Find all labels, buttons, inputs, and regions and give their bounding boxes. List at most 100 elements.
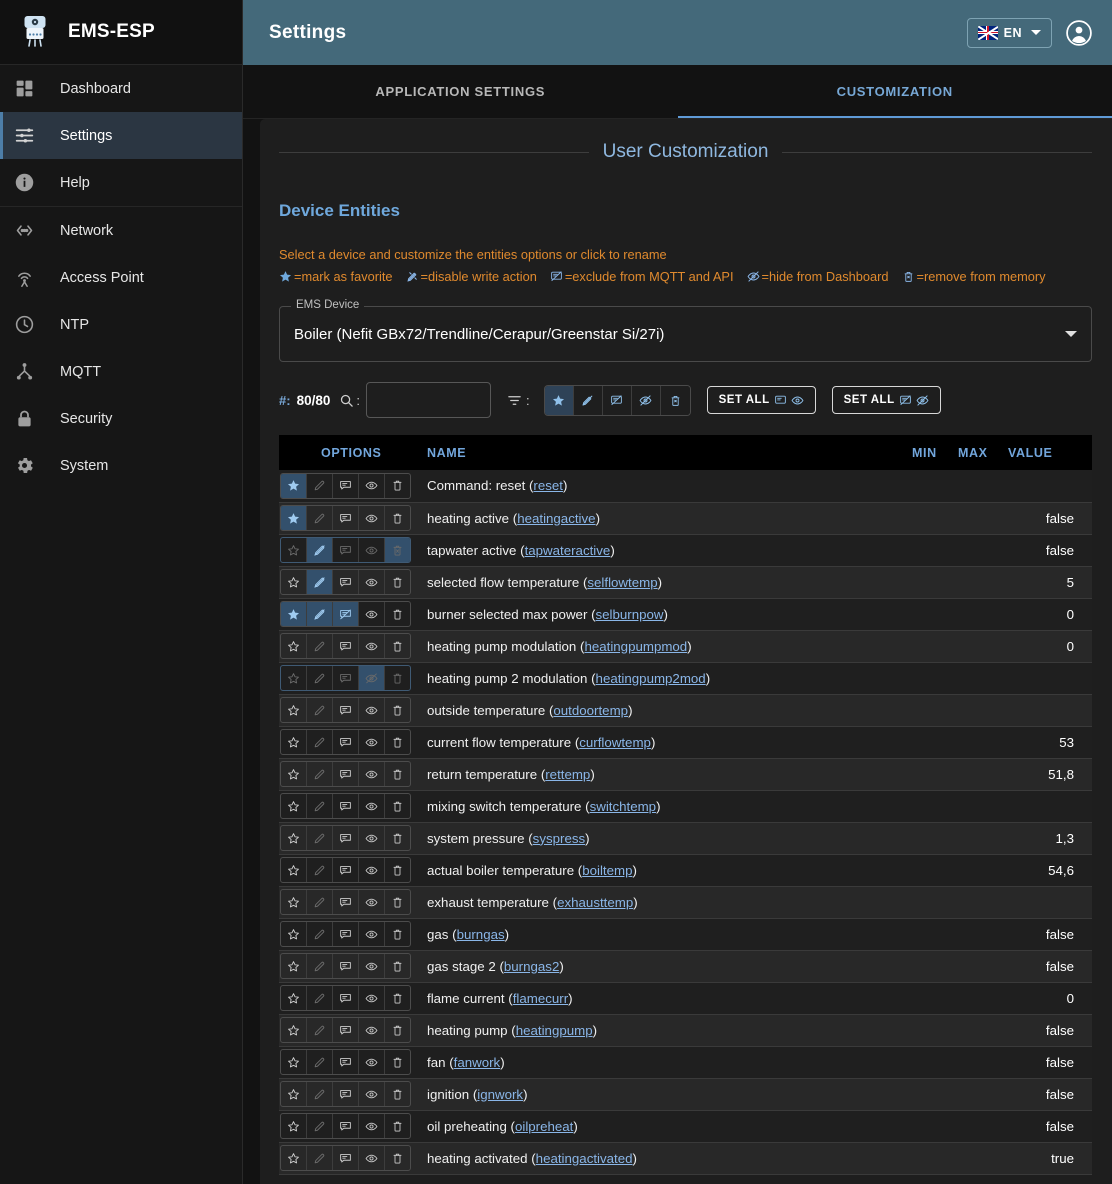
toggle-favorite-button[interactable] — [281, 730, 307, 754]
toggle-remove-button[interactable] — [385, 602, 410, 626]
row-name-cell[interactable]: flame current (flamecurr) — [417, 982, 912, 1015]
toggle-mqtt-button[interactable] — [333, 762, 359, 786]
toggle-remove-button[interactable] — [385, 1050, 410, 1074]
entity-shortname[interactable]: switchtemp — [589, 798, 657, 814]
toggle-favorite-button[interactable] — [281, 634, 307, 658]
toggle-favorite-button[interactable] — [281, 473, 307, 498]
search-input[interactable] — [365, 382, 491, 418]
row-name-cell[interactable]: heating active (heatingactive) — [417, 502, 912, 535]
toggle-dashboard-button[interactable] — [359, 473, 385, 498]
filter-toggle-no-write[interactable] — [573, 385, 603, 415]
toggle-dashboard-button[interactable] — [359, 698, 385, 722]
toggle-remove-button[interactable] — [385, 922, 410, 946]
toggle-dashboard-button[interactable] — [359, 922, 385, 946]
toggle-favorite-button[interactable] — [281, 538, 307, 562]
entity-shortname[interactable]: selflowtemp — [587, 574, 658, 590]
table-row[interactable]: heating pump modulation (heatingpumpmod)… — [279, 630, 1092, 663]
filter-toggle-remove-memory[interactable] — [660, 385, 690, 415]
toggle-mqtt-button[interactable] — [333, 890, 359, 914]
row-name-cell[interactable]: Command: reset (reset) — [417, 470, 912, 503]
toggle-remove-button[interactable] — [385, 762, 410, 786]
entity-shortname[interactable]: ignwork — [477, 1086, 524, 1102]
column-header-value[interactable]: VALUE — [1008, 435, 1092, 470]
toggle-mqtt-button[interactable] — [333, 538, 359, 562]
toggle-favorite-button[interactable] — [281, 506, 307, 530]
column-header-max[interactable]: MAX — [958, 435, 1008, 470]
toggle-write-button[interactable] — [307, 570, 333, 594]
toggle-write-button[interactable] — [307, 794, 333, 818]
toggle-dashboard-button[interactable] — [359, 1146, 385, 1170]
toggle-write-button[interactable] — [307, 473, 333, 498]
toggle-write-button[interactable] — [307, 986, 333, 1010]
sidebar-item-settings[interactable]: Settings — [0, 112, 242, 159]
toggle-remove-button[interactable] — [385, 474, 410, 498]
table-row[interactable]: return temperature (rettemp) 51,8 — [279, 758, 1092, 791]
toggle-remove-button[interactable] — [385, 730, 410, 754]
entity-shortname[interactable]: heatingpump2mod — [595, 670, 706, 686]
toggle-write-button[interactable] — [307, 506, 333, 530]
sidebar-item-mqtt[interactable]: MQTT — [0, 348, 242, 395]
toggle-mqtt-button[interactable] — [333, 1082, 359, 1106]
table-row[interactable]: outside temperature (outdoortemp) — [279, 694, 1092, 727]
sidebar-item-access-point[interactable]: Access Point — [0, 254, 242, 301]
sidebar-item-dashboard[interactable]: Dashboard — [0, 65, 242, 112]
table-row[interactable]: tapwater active (tapwateractive) false — [279, 534, 1092, 567]
entity-shortname[interactable]: heatingactivated — [535, 1150, 633, 1166]
toggle-favorite-button[interactable] — [281, 1018, 307, 1042]
entity-shortname[interactable]: boiltemp — [582, 862, 633, 878]
row-name-cell[interactable]: mixing switch temperature (switchtemp) — [417, 790, 912, 823]
toggle-favorite-button[interactable] — [281, 602, 307, 626]
row-name-cell[interactable]: heating pump 2 modulation (heatingpump2m… — [417, 662, 912, 695]
toggle-dashboard-button[interactable] — [359, 730, 385, 754]
toggle-favorite-button[interactable] — [281, 986, 307, 1010]
entity-shortname[interactable]: curflowtemp — [579, 734, 651, 750]
sidebar-item-ntp[interactable]: NTP — [0, 301, 242, 348]
toggle-mqtt-button[interactable] — [333, 473, 359, 498]
sidebar-item-help[interactable]: Help — [0, 159, 242, 206]
toggle-remove-button[interactable] — [385, 698, 410, 722]
row-name-cell[interactable]: system pressure (syspress) — [417, 822, 912, 855]
table-row[interactable]: mixing switch temperature (switchtemp) — [279, 790, 1092, 823]
filter-toggle-hide-dashboard[interactable] — [631, 385, 661, 415]
toggle-dashboard-button[interactable] — [359, 858, 385, 882]
row-name-cell[interactable]: heating pump modulation (heatingpumpmod) — [417, 630, 912, 663]
table-row[interactable]: oil preheating (oilpreheat) false — [279, 1110, 1092, 1143]
toggle-mqtt-button[interactable] — [333, 922, 359, 946]
toggle-remove-button[interactable] — [385, 1114, 410, 1138]
toggle-dashboard-button[interactable] — [359, 954, 385, 978]
toggle-write-button[interactable] — [307, 762, 333, 786]
row-name-cell[interactable]: oil preheating (oilpreheat) — [417, 1110, 912, 1143]
row-name-cell[interactable]: return temperature (rettemp) — [417, 758, 912, 791]
table-row[interactable]: selected flow temperature (selflowtemp) 5 — [279, 566, 1092, 599]
sidebar-item-system[interactable]: System — [0, 442, 242, 489]
row-name-cell[interactable]: current flow temperature (curflowtemp) — [417, 726, 912, 759]
column-header-options[interactable]: OPTIONS — [279, 435, 417, 470]
toggle-dashboard-button[interactable] — [359, 634, 385, 658]
entity-shortname[interactable]: fanwork — [453, 1054, 501, 1070]
entity-shortname[interactable]: tapwateractive — [524, 542, 611, 558]
entity-shortname[interactable]: heatingpumpmod — [584, 638, 688, 654]
entity-shortname[interactable]: outdoortemp — [553, 702, 629, 718]
entity-shortname[interactable]: syspress — [532, 830, 586, 846]
tab-application-settings[interactable]: APPLICATION SETTINGS — [375, 84, 546, 99]
entity-shortname[interactable]: flamecurr — [512, 990, 569, 1006]
toggle-mqtt-button[interactable] — [333, 506, 359, 530]
toggle-write-button[interactable] — [307, 538, 333, 562]
table-row[interactable]: heating pump (heatingpump) false — [279, 1014, 1092, 1047]
toggle-remove-button[interactable] — [385, 538, 410, 562]
toggle-dashboard-button[interactable] — [359, 570, 385, 594]
toggle-mqtt-button[interactable] — [333, 1018, 359, 1042]
table-row[interactable]: gas stage 2 (burngas2) false — [279, 950, 1092, 983]
row-name-cell[interactable]: exhaust temperature (exhausttemp) — [417, 886, 912, 919]
toggle-write-button[interactable] — [307, 1018, 333, 1042]
toggle-mqtt-button[interactable] — [333, 666, 359, 690]
account-circle-icon[interactable] — [1064, 18, 1094, 48]
toggle-mqtt-button[interactable] — [333, 602, 359, 626]
toggle-favorite-button[interactable] — [281, 1146, 307, 1170]
toggle-dashboard-button[interactable] — [359, 602, 385, 626]
toggle-mqtt-button[interactable] — [333, 1050, 359, 1074]
row-name-cell[interactable]: heating activated (heatingactivated) — [417, 1142, 912, 1175]
toggle-mqtt-button[interactable] — [333, 570, 359, 594]
sidebar-item-network[interactable]: Network — [0, 207, 242, 254]
toggle-write-button[interactable] — [307, 826, 333, 850]
